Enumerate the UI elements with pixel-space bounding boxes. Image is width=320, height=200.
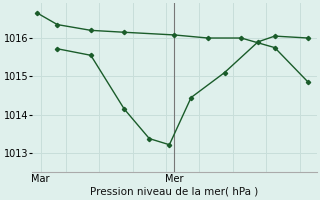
X-axis label: Pression niveau de la mer( hPa ): Pression niveau de la mer( hPa ) xyxy=(90,187,259,197)
